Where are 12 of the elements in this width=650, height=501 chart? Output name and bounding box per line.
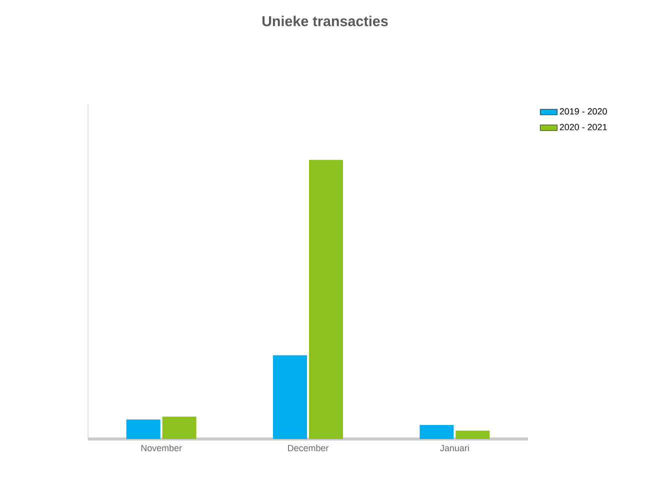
bar xyxy=(162,416,196,439)
bar xyxy=(273,355,308,439)
bar xyxy=(126,419,160,439)
legend-label: 2020 - 2021 xyxy=(560,124,607,130)
x-tick-label: November xyxy=(141,444,182,452)
x-tick-label: December xyxy=(288,444,329,452)
chart-title: Unieke transacties xyxy=(262,16,388,26)
x-tick-label: Januari xyxy=(440,444,469,452)
bar xyxy=(420,425,454,439)
bar xyxy=(456,430,490,439)
bar xyxy=(309,160,344,439)
legend-label: 2019 - 2020 xyxy=(560,108,607,115)
